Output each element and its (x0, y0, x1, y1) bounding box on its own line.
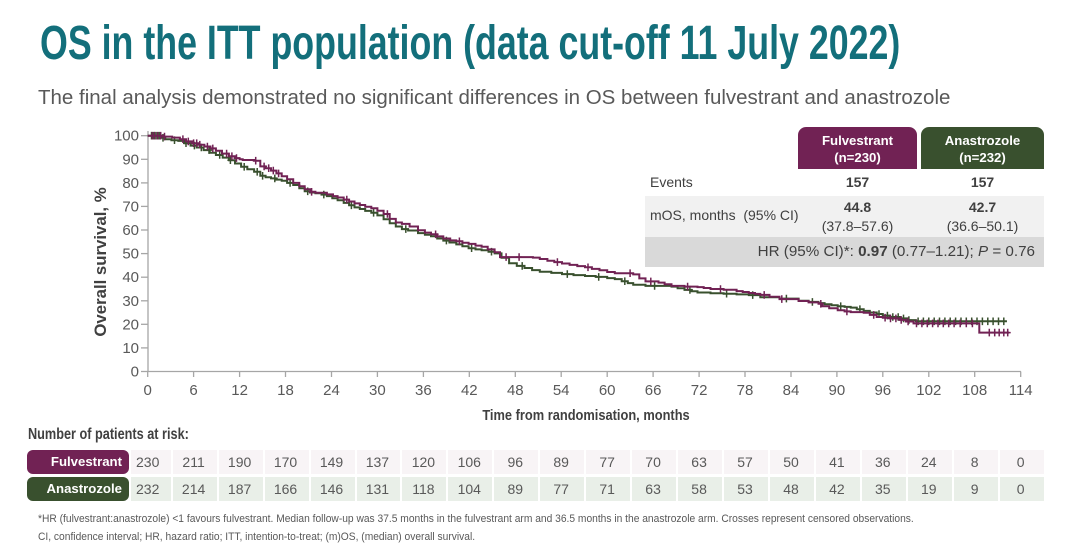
svg-text:80: 80 (122, 175, 139, 192)
svg-text:20: 20 (122, 316, 139, 333)
svg-text:36: 36 (415, 382, 432, 399)
svg-text:70: 70 (122, 198, 139, 215)
svg-text:42: 42 (461, 382, 478, 399)
svg-text:114: 114 (1009, 382, 1033, 399)
svg-text:78: 78 (737, 382, 754, 399)
svg-text:60: 60 (599, 382, 616, 399)
svg-text:90: 90 (829, 382, 846, 399)
svg-text:0: 0 (131, 364, 139, 381)
svg-text:72: 72 (691, 382, 708, 399)
svg-text:60: 60 (122, 222, 139, 239)
svg-text:100: 100 (114, 128, 139, 145)
svg-text:30: 30 (369, 382, 386, 399)
svg-text:40: 40 (122, 269, 139, 286)
svg-text:0: 0 (144, 382, 152, 399)
svg-text:102: 102 (916, 382, 941, 399)
svg-text:108: 108 (962, 382, 987, 399)
svg-text:66: 66 (645, 382, 662, 399)
svg-text:50: 50 (122, 246, 139, 263)
svg-text:24: 24 (323, 382, 340, 399)
svg-text:90: 90 (122, 151, 139, 168)
svg-text:96: 96 (874, 382, 891, 399)
svg-text:6: 6 (189, 382, 197, 399)
svg-text:54: 54 (553, 382, 570, 399)
svg-text:12: 12 (231, 382, 248, 399)
svg-text:48: 48 (507, 382, 524, 399)
svg-text:84: 84 (783, 382, 800, 399)
svg-text:18: 18 (277, 382, 294, 399)
svg-text:10: 10 (122, 340, 139, 357)
svg-text:30: 30 (122, 293, 139, 310)
